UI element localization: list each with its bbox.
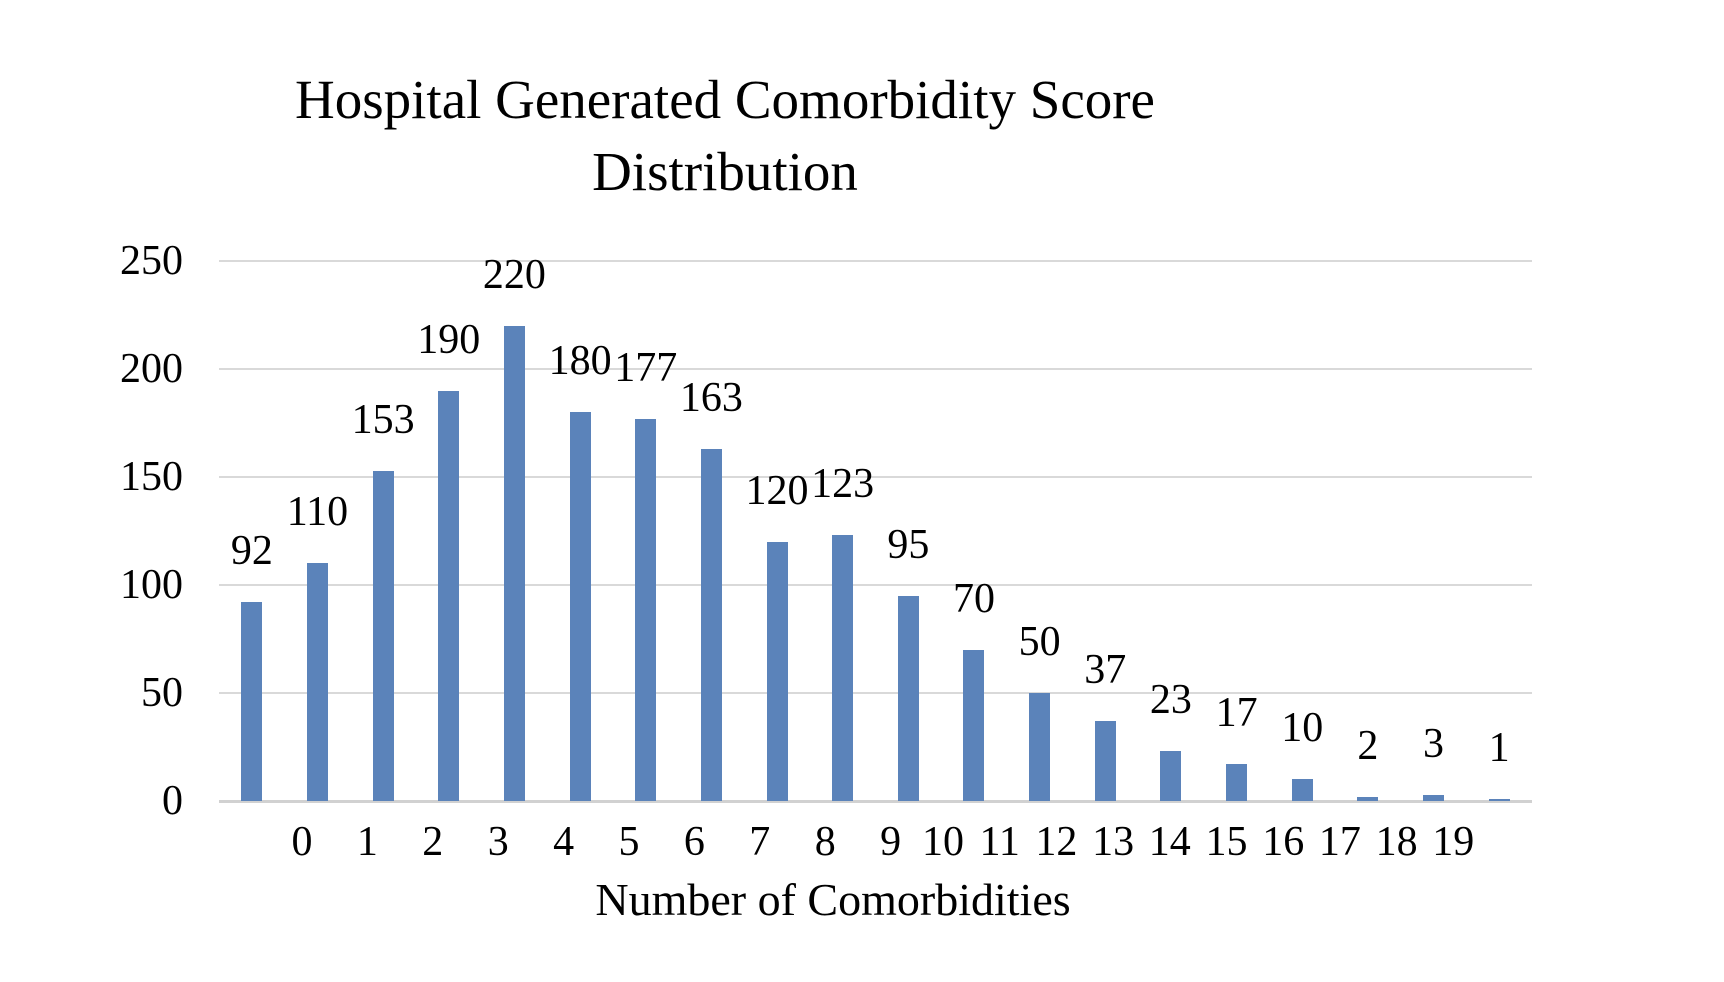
bar [1291,779,1313,801]
bar [241,602,263,801]
bar [1423,795,1445,801]
gridline [219,476,1532,478]
bar [372,471,394,801]
x-tick-label: 6 [683,819,705,865]
bar [1357,797,1379,801]
bar-value-label: 177 [614,345,678,391]
bar-value-label: 120 [745,468,809,514]
x-tick-label: 12 [1035,819,1078,865]
x-tick-label: 8 [814,819,836,865]
x-tick-label: 18 [1375,819,1418,865]
bar [569,412,591,801]
x-tick-label: 17 [1318,819,1361,865]
bar [1160,751,1182,801]
bar [963,650,985,801]
bar-value-label: 180 [548,338,612,384]
bar [1488,799,1510,801]
x-tick-label: 10 [922,819,964,865]
bar-value-label: 10 [1281,705,1324,751]
bar [766,542,788,801]
x-tick-label: 14 [1148,819,1191,865]
x-tick-label: 7 [749,819,771,865]
y-tick-label: 50 [141,670,183,716]
bar [635,419,657,801]
bar-value-label: 110 [286,489,349,535]
x-tick-label: 1 [356,819,378,865]
x-tick-label: 13 [1092,819,1135,865]
bar-value-label: 23 [1149,677,1192,723]
bar-value-label: 37 [1084,647,1127,693]
x-tick-label: 15 [1205,819,1248,865]
bar [1029,693,1051,801]
bar-value-label: 2 [1357,723,1379,769]
x-axis-line [219,800,1532,803]
bar [503,326,525,801]
bar-value-label: 95 [887,522,930,568]
x-tick-label: 2 [422,819,444,865]
bar-value-label: 123 [811,461,875,507]
bar [306,563,328,801]
x-tick-label: 4 [553,819,575,865]
bar [438,391,460,801]
bar-value-label: 3 [1423,721,1445,767]
bar [700,449,722,801]
bar-value-label: 17 [1215,690,1258,736]
x-tick-label: 11 [979,819,1020,865]
bar [832,535,854,801]
gridline [219,368,1532,370]
bar-value-label: 1 [1488,725,1510,771]
bar-value-label: 153 [351,397,415,443]
bar [1094,721,1116,801]
x-tick-label: 5 [618,819,640,865]
y-tick-label: 150 [120,454,183,500]
gridline [219,692,1532,694]
bar-value-label: 190 [417,317,481,363]
bar [1226,764,1248,801]
y-tick-label: 200 [120,346,183,392]
x-tick-label: 9 [880,819,902,865]
x-tick-label: 16 [1262,819,1305,865]
bar [897,596,919,801]
gridline [219,260,1532,262]
y-tick-label: 250 [120,238,183,284]
bar-value-label: 92 [230,528,273,574]
chart-title: Hospital Generated Comorbidity Score Dis… [295,69,1155,202]
y-tick-label: 0 [162,778,183,824]
y-tick-label: 100 [120,562,183,608]
bar-value-label: 70 [952,576,995,622]
x-tick-label: 0 [291,819,313,865]
bar-value-label: 163 [679,375,743,421]
bar-value-label: 50 [1018,619,1061,665]
x-tick-label: 19 [1432,819,1475,865]
x-tick-label: 3 [487,819,509,865]
x-axis-title: Number of Comorbidities [595,874,1071,925]
gridline [219,584,1532,586]
bar-value-label: 220 [482,252,546,298]
